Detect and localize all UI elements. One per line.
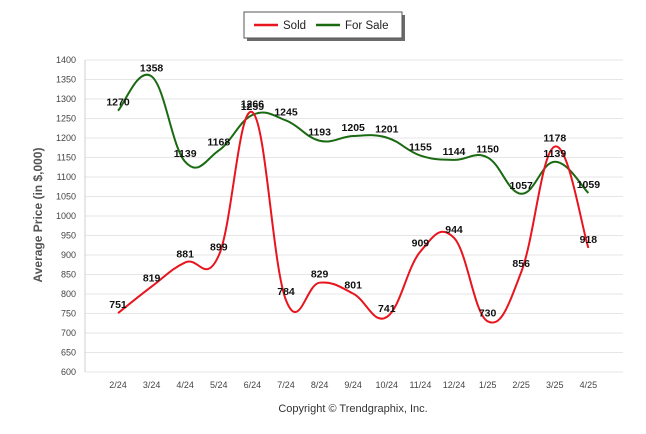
y-tick-label: 1150	[57, 153, 76, 163]
data-label-sold: 741	[378, 303, 396, 315]
x-tick-label: 4/24	[176, 380, 194, 390]
data-labels: 751 819 881 899 1266 784 829 801 741 909 944 730 856…	[106, 62, 600, 319]
x-tick-label: 4/25	[580, 380, 598, 390]
data-label-for-sale: 1155	[409, 142, 432, 154]
data-label-sold: 751	[109, 299, 127, 311]
x-tick-label: 3/24	[143, 380, 161, 390]
y-tick-label: 1100	[57, 172, 76, 182]
data-label-for-sale: 1139	[174, 148, 197, 160]
data-label-for-sale: 1057	[510, 180, 534, 192]
legend-label-for-sale: For Sale	[345, 20, 388, 32]
series-line-for-sale	[117, 73, 590, 195]
x-tick-label: 9/24	[344, 380, 362, 390]
series-line-sold	[117, 111, 590, 324]
data-label-sold: 1266	[241, 98, 265, 110]
y-axis-ticks: 600 650 700 750 800 850 900 950 1000 1050 1100 1150…	[56, 55, 76, 377]
data-label-for-sale: 1193	[308, 127, 331, 139]
data-label-for-sale: 1201	[375, 124, 399, 136]
y-tick-label: 800	[61, 289, 76, 299]
y-tick-label: 1250	[56, 114, 76, 124]
y-axis-label: Average Price (in $,000)	[31, 148, 45, 283]
y-tick-label: 1350	[56, 75, 76, 85]
data-label-sold: 730	[479, 307, 497, 319]
y-tick-label: 1300	[56, 94, 76, 104]
data-label-sold: 784	[277, 286, 295, 298]
data-label-for-sale: 1245	[274, 106, 298, 118]
x-tick-label: 10/24	[376, 380, 399, 390]
x-tick-label: 1/25	[479, 380, 497, 390]
data-label-sold: 944	[445, 224, 463, 236]
x-axis-ticks: 2/24 3/24 4/24 5/24 6/24 7/24 8/24 9/24 10/24 11/…	[109, 380, 597, 390]
x-tick-label: 3/25	[546, 380, 564, 390]
x-tick-label: 7/24	[277, 380, 295, 390]
x-tick-label: 2/25	[512, 380, 530, 390]
grid-lines	[84, 59, 623, 373]
y-tick-label: 850	[61, 270, 76, 280]
data-label-for-sale: 1168	[207, 136, 230, 148]
data-label-for-sale: 1144	[443, 146, 466, 158]
data-label-for-sale: 1150	[476, 144, 499, 156]
data-label-for-sale: 1358	[140, 62, 164, 74]
data-label-sold: 881	[176, 248, 194, 260]
data-label-sold: 819	[143, 273, 161, 285]
x-tick-label: 2/24	[109, 380, 127, 390]
x-tick-label: 6/24	[244, 380, 262, 390]
y-tick-label: 700	[61, 328, 76, 338]
data-label-sold: 801	[344, 280, 362, 292]
series-lines	[117, 73, 590, 324]
y-tick-label: 750	[61, 309, 76, 319]
y-tick-label: 1400	[56, 55, 76, 65]
data-label-sold: 829	[311, 269, 329, 281]
data-label-for-sale: 1259	[241, 101, 265, 113]
y-tick-label: 950	[61, 231, 76, 241]
data-label-for-sale: 1205	[342, 122, 366, 134]
data-label-for-sale: 1059	[577, 179, 601, 191]
data-label-sold: 1178	[543, 133, 566, 145]
x-tick-label: 11/24	[409, 380, 431, 390]
x-tick-label: 8/24	[311, 380, 329, 390]
copyright-text: Copyright © Trendgraphix, Inc.	[278, 403, 427, 415]
data-label-sold: 856	[512, 258, 530, 270]
x-tick-label: 12/24	[443, 380, 466, 390]
y-tick-label: 1000	[56, 211, 76, 221]
x-tick-label: 5/24	[210, 380, 228, 390]
legend: Sold For Sale	[243, 11, 405, 41]
data-label-sold: 909	[412, 237, 430, 249]
data-label-for-sale: 1139	[543, 148, 566, 160]
y-tick-label: 1050	[56, 192, 76, 202]
legend-label-sold: Sold	[283, 20, 306, 32]
y-tick-label: 1200	[56, 133, 76, 143]
y-tick-label: 600	[61, 367, 76, 377]
y-tick-label: 900	[61, 250, 76, 260]
data-label-for-sale: 1270	[106, 97, 130, 109]
data-label-sold: 899	[210, 241, 228, 253]
y-tick-label: 650	[61, 348, 76, 358]
data-label-sold: 918	[580, 234, 598, 246]
